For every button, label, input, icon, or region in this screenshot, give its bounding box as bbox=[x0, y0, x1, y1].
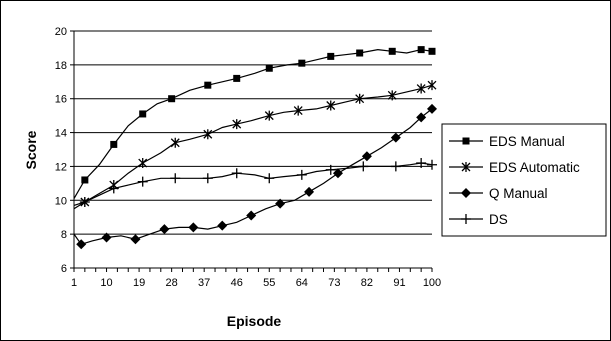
data-point-eds-manual bbox=[298, 59, 306, 67]
y-tick-label-7: 20 bbox=[55, 26, 67, 38]
legend-marker-eds-manual bbox=[462, 137, 470, 145]
data-point-eds-automatic bbox=[138, 158, 148, 169]
data-point-eds-automatic bbox=[264, 110, 274, 121]
plot-border bbox=[70, 30, 433, 272]
data-point-eds-manual bbox=[204, 81, 212, 89]
x-tick-label-9: 82 bbox=[361, 277, 373, 289]
y-axis-title: Score bbox=[23, 130, 39, 169]
y-tick-labels: 6 8 10 12 14 16 18 20 bbox=[55, 26, 67, 275]
x-tick-label-1: 10 bbox=[100, 277, 112, 289]
data-point-eds-automatic bbox=[326, 100, 336, 111]
y-tick-label-2: 10 bbox=[55, 195, 67, 207]
data-point-ds bbox=[390, 161, 401, 172]
x-tick-label-0: 1 bbox=[71, 277, 77, 289]
data-point-ds bbox=[231, 168, 242, 179]
series-layer bbox=[73, 46, 437, 250]
data-point-eds-automatic bbox=[170, 137, 180, 148]
data-point-q-manual bbox=[304, 186, 315, 197]
data-point-q-manual bbox=[101, 232, 112, 243]
legend-item-eds-manual: EDS Manual bbox=[449, 134, 565, 149]
data-point-eds-manual bbox=[233, 74, 241, 82]
data-point-eds-automatic bbox=[203, 129, 213, 140]
data-point-q-manual bbox=[217, 220, 228, 231]
data-point-ds bbox=[108, 183, 119, 194]
y-tick-label-4: 14 bbox=[55, 128, 67, 140]
data-point-eds-automatic bbox=[427, 80, 437, 91]
legend-label-eds-automatic: EDS Automatic bbox=[489, 160, 580, 175]
data-point-eds-manual bbox=[356, 49, 364, 57]
x-tick-label-6: 55 bbox=[263, 277, 275, 289]
data-point-eds-manual bbox=[417, 46, 425, 54]
legend-item-eds-automatic: EDS Automatic bbox=[449, 160, 580, 175]
data-point-ds bbox=[170, 173, 181, 184]
data-point-ds bbox=[202, 173, 213, 184]
data-point-eds-manual bbox=[139, 110, 147, 118]
series-line-eds-manual bbox=[73, 48, 433, 199]
series-line-eds-automatic bbox=[73, 84, 433, 206]
legend-marker-ds bbox=[461, 214, 471, 224]
data-point-eds-automatic bbox=[355, 93, 365, 104]
data-point-q-manual bbox=[390, 132, 401, 143]
data-point-eds-automatic bbox=[293, 105, 303, 116]
x-tick-label-3: 28 bbox=[166, 277, 178, 289]
data-point-eds-manual bbox=[428, 47, 436, 55]
y-tick-label-3: 12 bbox=[55, 161, 67, 173]
data-point-q-manual bbox=[416, 112, 427, 123]
y-tick-label-1: 8 bbox=[61, 229, 67, 241]
data-point-eds-manual bbox=[327, 52, 335, 60]
data-point-q-manual bbox=[188, 222, 199, 233]
data-point-eds-manual bbox=[388, 47, 396, 55]
data-point-ds bbox=[296, 169, 307, 180]
data-point-ds bbox=[264, 173, 275, 184]
data-point-ds bbox=[137, 176, 148, 187]
data-point-eds-automatic bbox=[232, 119, 242, 130]
data-point-eds-manual bbox=[110, 140, 118, 148]
legend-label-eds-manual: EDS Manual bbox=[489, 134, 565, 149]
data-point-q-manual bbox=[427, 103, 437, 114]
x-tick-labels: 1 10 19 28 37 46 55 64 73 82 91 100 bbox=[71, 277, 441, 289]
data-point-q-manual bbox=[361, 151, 372, 162]
data-point-q-manual bbox=[246, 210, 257, 221]
x-tick-label-10: 91 bbox=[393, 277, 405, 289]
legend-marker-eds-automatic bbox=[461, 162, 471, 172]
x-axis-title: Episode bbox=[227, 313, 282, 329]
data-point-ds bbox=[427, 159, 437, 170]
data-point-q-manual bbox=[332, 168, 343, 179]
data-point-q-manual bbox=[275, 198, 286, 209]
data-point-eds-manual bbox=[265, 64, 273, 72]
legend: EDS Manual EDS Automatic Q Manual DS bbox=[441, 123, 607, 237]
data-point-ds bbox=[416, 158, 427, 169]
data-point-ds bbox=[358, 161, 369, 172]
data-point-eds-automatic bbox=[387, 90, 397, 101]
series-line-ds bbox=[73, 162, 433, 210]
x-tick-label-2: 19 bbox=[133, 277, 145, 289]
x-tick-label-7: 64 bbox=[296, 277, 308, 289]
data-point-ds bbox=[325, 164, 336, 175]
legend-item-q-manual: Q Manual bbox=[449, 186, 548, 201]
legend-marker-q-manual bbox=[461, 188, 471, 198]
data-point-q-manual bbox=[130, 234, 141, 245]
data-point-eds-manual bbox=[168, 95, 176, 103]
data-point-ds bbox=[79, 196, 90, 207]
legend-label-q-manual: Q Manual bbox=[489, 186, 548, 201]
x-tick-label-8: 73 bbox=[328, 277, 340, 289]
legend-label-ds: DS bbox=[489, 212, 508, 227]
data-point-eds-automatic bbox=[416, 83, 426, 94]
legend-item-ds: DS bbox=[449, 212, 508, 227]
series-eds-manual bbox=[73, 46, 436, 199]
y-tick-label-6: 18 bbox=[55, 60, 67, 72]
series-ds bbox=[73, 158, 437, 210]
data-point-eds-manual bbox=[81, 176, 89, 184]
x-tick-label-5: 46 bbox=[231, 277, 243, 289]
x-tick-label-11: 100 bbox=[423, 277, 441, 289]
y-tick-label-5: 16 bbox=[55, 94, 67, 106]
y-tick-label-0: 6 bbox=[61, 263, 67, 275]
data-point-q-manual bbox=[76, 239, 87, 250]
series-line-q-manual bbox=[73, 108, 433, 246]
series-q-manual bbox=[73, 103, 437, 250]
data-point-q-manual bbox=[159, 224, 170, 235]
x-tick-label-4: 37 bbox=[198, 277, 210, 289]
